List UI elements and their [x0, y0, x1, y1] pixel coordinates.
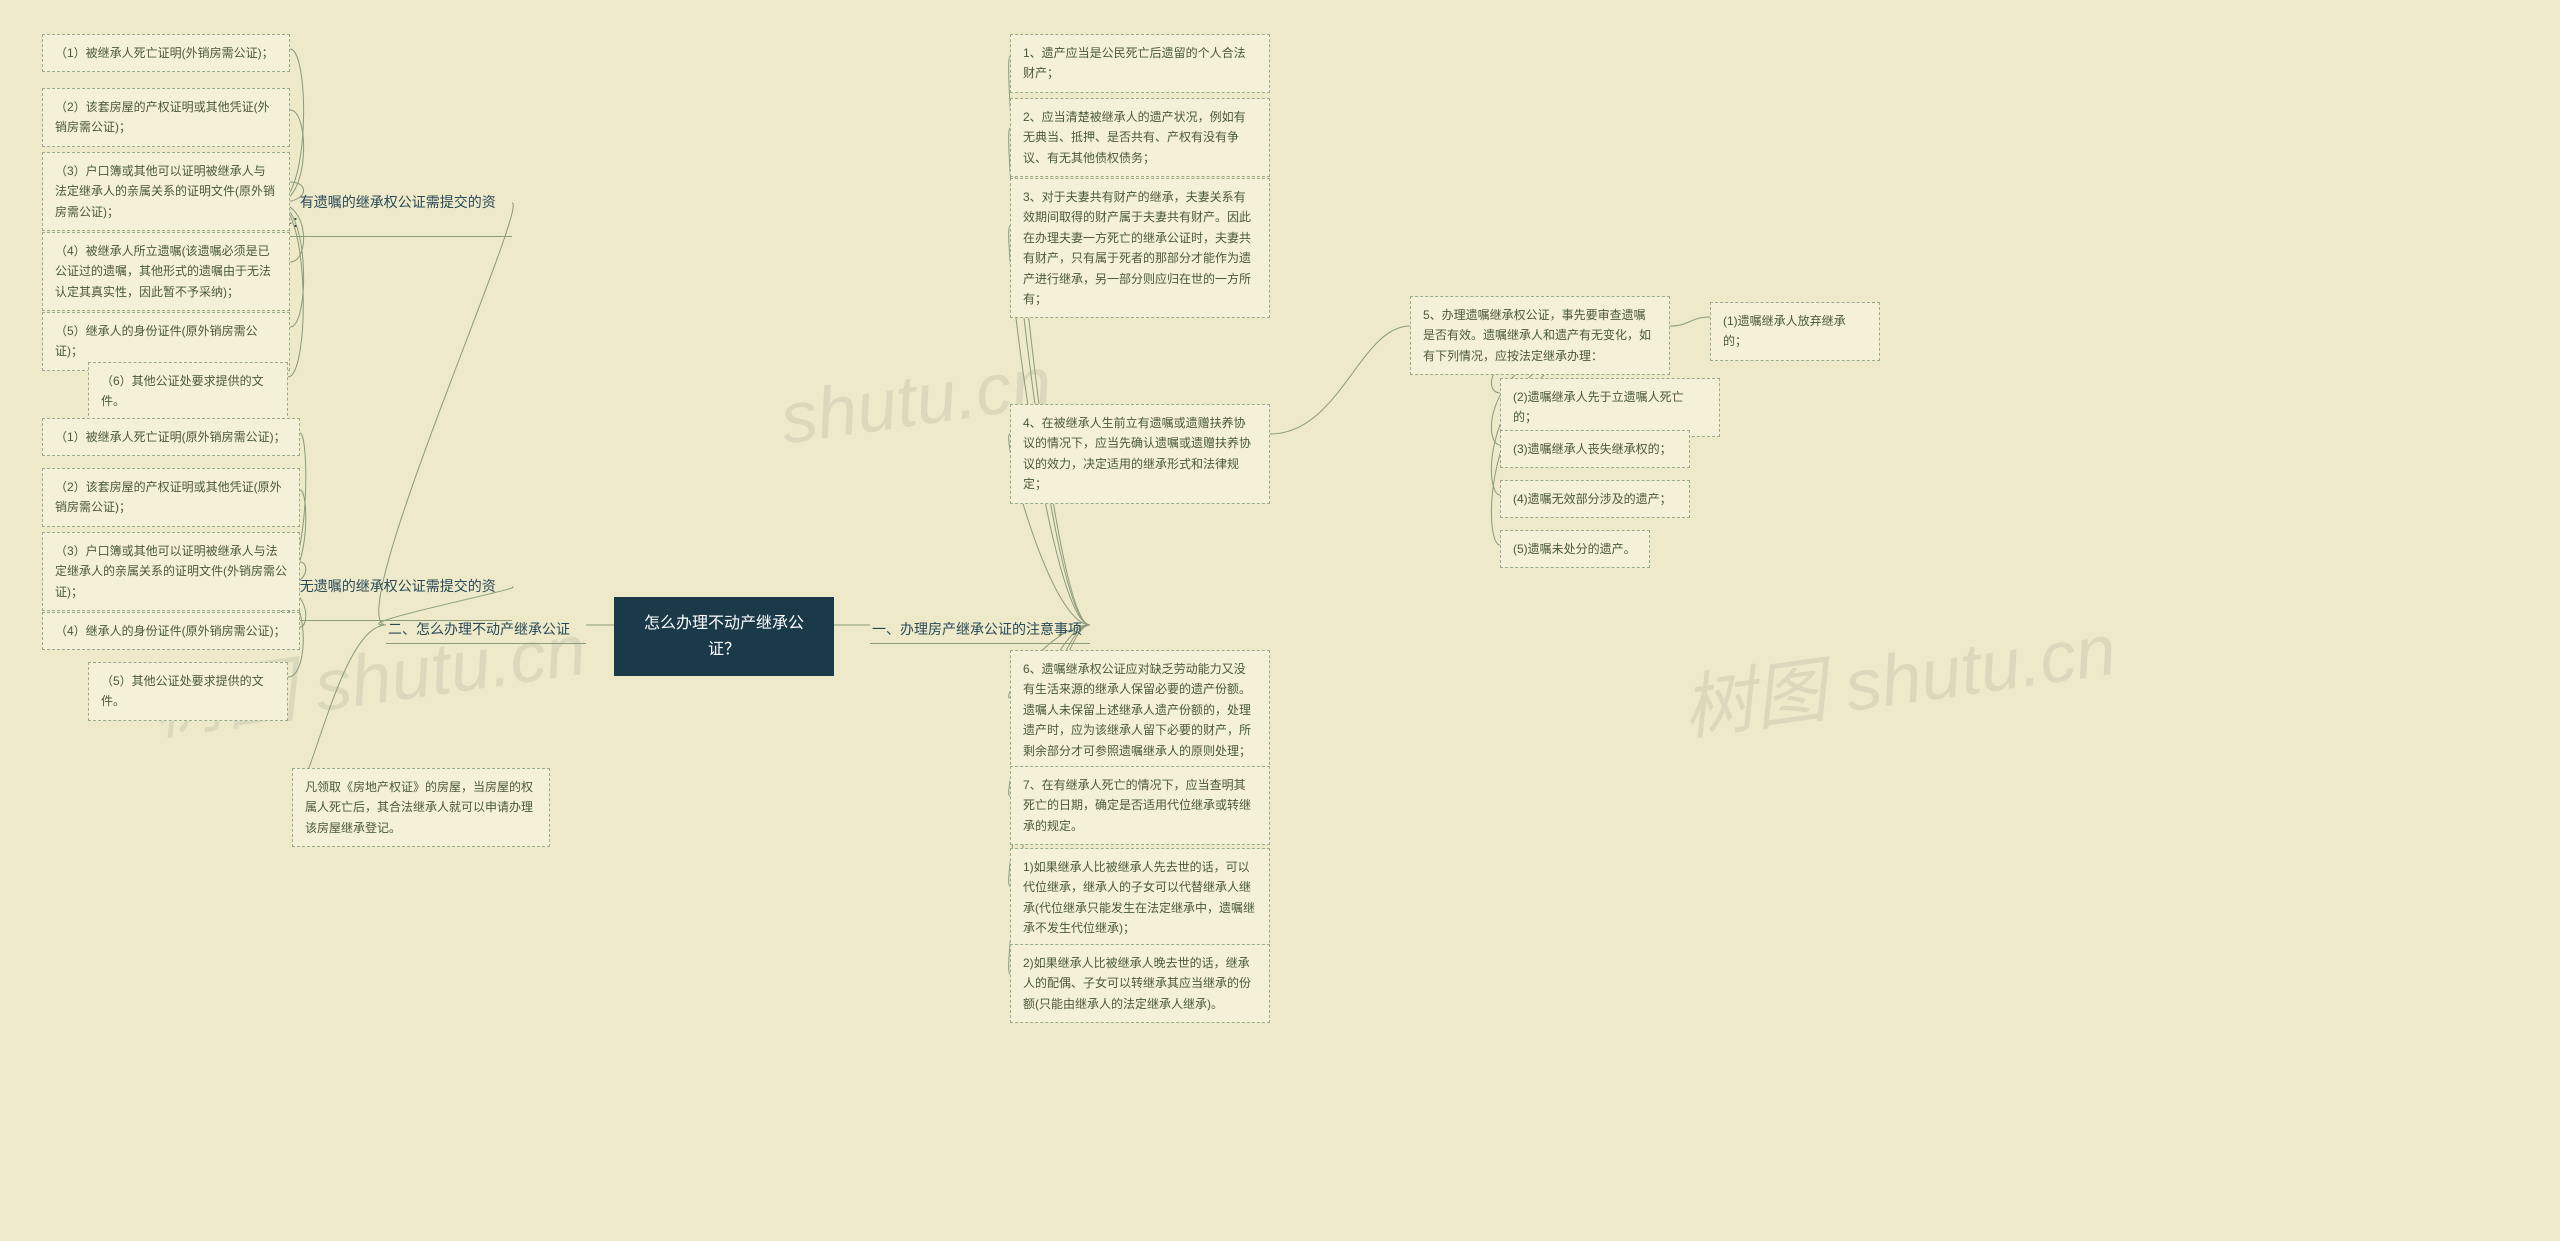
left-g2-5: （5）其他公证处要求提供的文件。	[88, 662, 288, 721]
right-leaf-5-1: (1)遗嘱继承人放弃继承的；	[1710, 302, 1880, 361]
left-g1-2: （2）该套房屋的产权证明或其他凭证(外销房需公证)；	[42, 88, 290, 147]
right-leaf-5-4: (4)遗嘱无效部分涉及的遗产；	[1500, 480, 1690, 518]
left-note: 凡领取《房地产权证》的房屋，当房屋的权属人死亡后，其合法继承人就可以申请办理该房…	[292, 768, 550, 847]
right-leaf-7a: 1)如果继承人比被继承人先去世的话，可以代位继承，继承人的子女可以代替继承人继承…	[1010, 848, 1270, 948]
right-leaf-5: 5、办理遗嘱继承权公证，事先要审查遗嘱是否有效。遗嘱继承人和遗产有无变化，如有下…	[1410, 296, 1670, 375]
left-g2-3: （3）户口簿或其他可以证明被继承人与法定继承人的亲属关系的证明文件(外销房需公证…	[42, 532, 300, 611]
left-g2-1: （1）被继承人死亡证明(原外销房需公证)；	[42, 418, 300, 456]
right-leaf-3: 3、对于夫妻共有财产的继承，夫妻关系有效期间取得的财产属于夫妻共有财产。因此在办…	[1010, 178, 1270, 318]
right-leaf-6: 6、遗嘱继承权公证应对缺乏劳动能力又没有生活来源的继承人保留必要的遗产份额。遗嘱…	[1010, 650, 1270, 770]
right-leaf-5-2: (2)遗嘱继承人先于立遗嘱人死亡的；	[1500, 378, 1720, 437]
left-g1-6: （6）其他公证处要求提供的文件。	[88, 362, 288, 421]
right-leaf-2: 2、应当清楚被继承人的遗产状况，例如有无典当、抵押、是否共有、产权有没有争议、有…	[1010, 98, 1270, 177]
right-leaf-7b: 2)如果继承人比被继承人晚去世的话，继承人的配偶、子女可以转继承其应当继承的份额…	[1010, 944, 1270, 1023]
left-group-2: 2、无遗嘱的继承权公证需提交的资料：	[276, 572, 512, 621]
right-leaf-5-5: (5)遗嘱未处分的遗产。	[1500, 530, 1650, 568]
left-g2-2: （2）该套房屋的产权证明或其他凭证(原外销房需公证)；	[42, 468, 300, 527]
left-g1-3: （3）户口簿或其他可以证明被继承人与法定继承人的亲属关系的证明文件(原外销房需公…	[42, 152, 290, 231]
center-node: 怎么办理不动产继承公证？	[614, 597, 834, 676]
left-g2-4: （4）继承人的身份证件(原外销房需公证)；	[42, 612, 300, 650]
branch-right: 一、办理房产继承公证的注意事项	[870, 615, 1090, 644]
right-leaf-4: 4、在被继承人生前立有遗嘱或遗赠扶养协议的情况下，应当先确认遗嘱或遗赠扶养协议的…	[1010, 404, 1270, 504]
watermark: 树图 shutu.cn	[1675, 590, 2122, 755]
left-g1-1: （1）被继承人死亡证明(外销房需公证)；	[42, 34, 290, 72]
left-g1-4: （4）被继承人所立遗嘱(该遗嘱必须是已公证过的遗嘱，其他形式的遗嘱由于无法认定其…	[42, 232, 290, 311]
left-group-1: 1、有遗嘱的继承权公证需提交的资料：	[276, 188, 512, 237]
right-leaf-1: 1、遗产应当是公民死亡后遗留的个人合法财产；	[1010, 34, 1270, 93]
right-leaf-5-3: (3)遗嘱继承人丧失继承权的；	[1500, 430, 1690, 468]
right-leaf-7: 7、在有继承人死亡的情况下，应当查明其死亡的日期，确定是否适用代位继承或转继承的…	[1010, 766, 1270, 845]
